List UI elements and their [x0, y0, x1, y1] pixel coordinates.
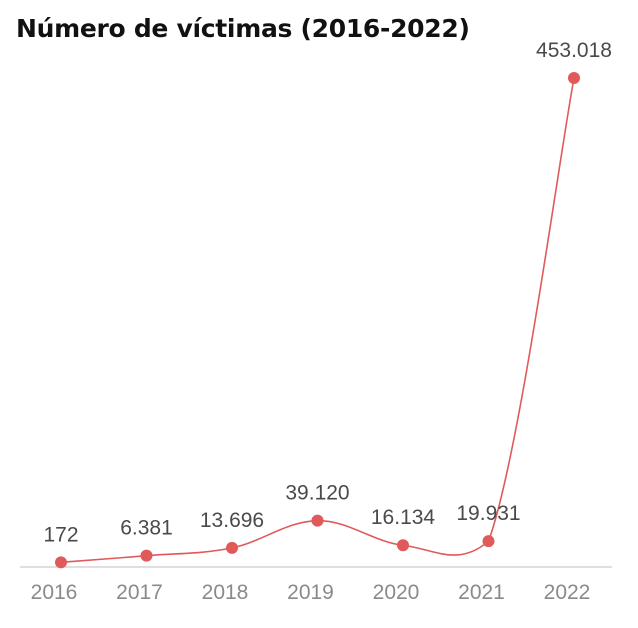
value-label-2020: 16.134: [371, 506, 436, 529]
data-point-2021: [482, 535, 495, 548]
value-label-2016: 172: [43, 523, 78, 546]
x-tick-label-2022: 2022: [544, 581, 591, 604]
value-label-2021: 19.931: [456, 502, 520, 525]
x-tick-label-2021: 2021: [458, 581, 505, 604]
data-point-2019: [311, 514, 324, 527]
data-point-2017: [140, 549, 153, 562]
x-tick-label-2020: 2020: [373, 581, 420, 604]
x-tick-label-2017: 2017: [116, 581, 163, 604]
value-label-2017: 6.381: [120, 517, 173, 540]
x-tick-label-2019: 2019: [287, 581, 334, 604]
data-point-2022: [568, 72, 580, 84]
x-tick-label-2018: 2018: [202, 581, 249, 604]
value-labels: 172 6.381 13.696 39.120 16.134 19.931 453.018: [43, 39, 611, 546]
x-tick-labels: 2016 2017 2018 2019 2020 2021 2022: [31, 581, 591, 604]
data-point-2016: [55, 556, 67, 569]
data-points: [55, 72, 580, 569]
chart-title: Número de víctimas (2016-2022): [16, 14, 470, 43]
data-point-2020: [397, 539, 409, 552]
value-label-2019: 39.120: [285, 482, 349, 505]
value-label-2022: 453.018: [536, 39, 612, 62]
series-line: [60, 77, 575, 564]
data-point-2018: [226, 541, 238, 554]
value-label-2018: 13.696: [200, 509, 264, 532]
x-tick-label-2016: 2016: [31, 581, 78, 604]
